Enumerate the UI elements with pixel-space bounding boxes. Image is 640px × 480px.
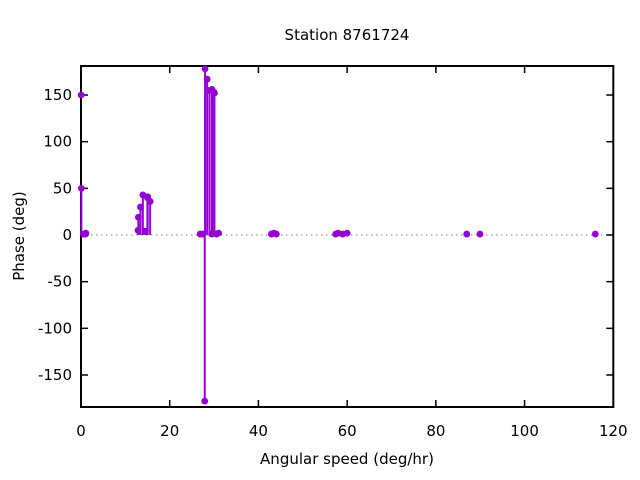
axes-layer: 0 20 40 60 80 100 120 -150 -100 -50 0 50 100 150 [38,65,628,440]
x-tick-label: 120 [599,422,628,440]
y-tick-label: 150 [43,86,72,104]
data-point [591,230,599,238]
y-tick-label: -150 [38,366,72,384]
data-point [343,229,351,237]
data-point [272,230,280,238]
y-tick-label: 50 [53,179,72,197]
x-tick-label: 80 [426,422,445,440]
data-point [141,227,149,235]
y-axis-label: Phase (deg) [10,191,28,281]
y-tick-label: -100 [38,319,72,337]
data-point [203,75,211,83]
x-tick-label: 0 [76,422,86,440]
data-point [208,230,216,238]
data-point [215,229,222,237]
data-point [463,230,471,238]
data-point [134,226,142,234]
data-point [199,230,207,238]
y-tick-label: 100 [43,133,72,151]
y-tick-label: 0 [62,226,72,244]
x-axis-label: Angular speed (deg/hr) [260,450,434,468]
data-point [137,203,144,211]
data-point [476,230,484,238]
x-tick-label: 40 [249,422,268,440]
data-point [77,184,85,192]
data-point [211,89,218,97]
data-point [201,65,209,73]
data-point [146,198,154,205]
chart-title: Station 8761724 [285,26,410,44]
x-tick-label: 60 [338,422,357,440]
x-tick-label: 100 [510,422,539,440]
x-tick-label: 20 [160,422,179,440]
data-point [82,229,90,237]
data-point [77,91,85,99]
data-point [201,397,209,405]
y-tick-label: -50 [48,273,73,291]
points-layer [77,65,599,405]
data-point [134,213,142,221]
